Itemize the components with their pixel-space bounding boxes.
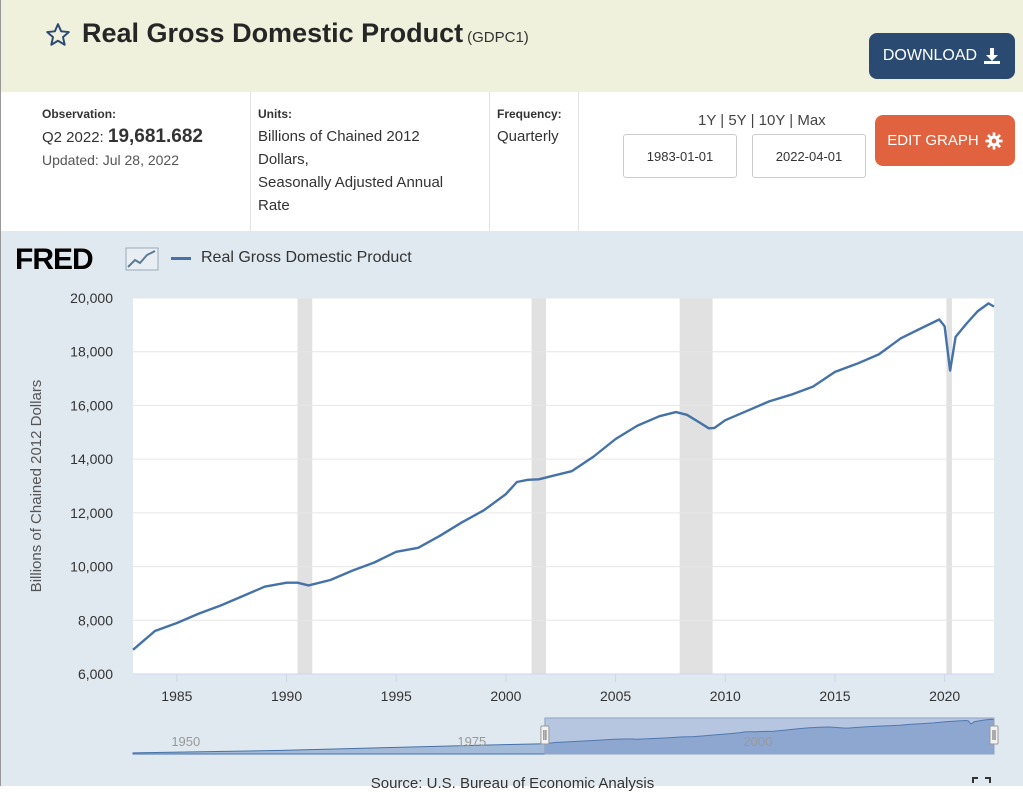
line-chart: 6,000 8,000 10,000 12,000 14,000 16,000 18,000…: [28, 290, 999, 783]
navigator-tick-label: 1975: [457, 734, 486, 749]
x-tick-label: 2015: [819, 688, 850, 704]
range-max-button[interactable]: Max: [797, 112, 826, 129]
download-button[interactable]: DOWNLOAD: [869, 33, 1015, 79]
observation-label: Observation:: [42, 107, 117, 121]
navigator-series: [132, 718, 995, 755]
y-tick-label: 18,000: [70, 344, 113, 360]
x-tick-label: 2010: [710, 688, 741, 704]
y-tick-label: 10,000: [70, 559, 113, 575]
navigator-handle[interactable]: [989, 725, 999, 745]
x-tick-label: 1995: [381, 688, 412, 704]
divider: [489, 92, 490, 231]
source-text: Source: U.S. Bureau of Economic Analysis: [370, 775, 655, 792]
units-line: Rate: [258, 197, 290, 214]
chart-area: FRED Real Gross Domestic Product 6,000 8,…: [1, 231, 1023, 792]
series-line: [132, 302, 995, 651]
recession-band: [531, 298, 547, 674]
divider: [578, 92, 579, 231]
units-label: Units:: [258, 107, 292, 121]
x-tick-label: 2005: [600, 688, 631, 704]
x-tick-label: 2000: [490, 688, 521, 704]
divider: [250, 92, 251, 231]
y-tick-label: 14,000: [70, 451, 113, 467]
series-title: Real Gross Domestic Product: [82, 18, 464, 48]
navigator-tick-label: 2000: [743, 734, 772, 749]
observation-period: Q2 2022:: [42, 129, 104, 146]
series-meta: Observation: Q2 2022: 19,681.682 Updated…: [1, 92, 1023, 231]
end-date-input[interactable]: 2022-04-01: [752, 134, 866, 178]
x-tick-label: 1985: [161, 688, 192, 704]
observation-value: 19,681.682: [107, 126, 203, 147]
range-selector: 1Y | 5Y | 10Y | Max: [698, 112, 826, 129]
updated-date: Updated: Jul 28, 2022: [42, 152, 179, 168]
fred-logo: FRED: [15, 243, 94, 277]
y-axis-label: Billions of Chained 2012 Dollars: [28, 380, 45, 593]
x-tick-label: 1990: [271, 688, 302, 704]
range-separator: |: [720, 112, 725, 129]
frequency-block: Frequency: Quarterly: [497, 107, 562, 148]
x-tick-label: 2020: [929, 688, 960, 704]
fred-chart-icon: [125, 247, 159, 271]
y-tick-label: 8,000: [78, 612, 113, 628]
legend-swatch: [171, 256, 191, 260]
navigator-selection[interactable]: [544, 717, 995, 755]
plot-background: [133, 298, 994, 674]
units-block: Units: Billions of Chained 2012 Dollars,…: [258, 107, 443, 217]
observation-block: Observation: Q2 2022: 19,681.682 Updated…: [42, 107, 203, 172]
star-icon[interactable]: [45, 22, 71, 48]
gear-icon: [985, 131, 1003, 150]
range-10y-button[interactable]: 10Y: [758, 112, 786, 129]
download-icon: [984, 48, 1001, 64]
range-5y-button[interactable]: 5Y: [728, 112, 747, 129]
edit-graph-button[interactable]: EDIT GRAPH: [875, 115, 1015, 166]
range-1y-button[interactable]: 1Y: [698, 112, 717, 129]
chart-legend: Real Gross Domestic Product: [171, 249, 412, 267]
y-tick-label: 6,000: [78, 666, 113, 682]
range-separator: |: [789, 112, 794, 129]
recession-band: [946, 298, 952, 674]
frequency-label: Frequency:: [497, 107, 562, 121]
recession-band: [679, 298, 713, 674]
frequency-value: Quarterly: [497, 128, 559, 145]
y-tick-label: 16,000: [70, 397, 113, 413]
page-title: Real Gross Domestic Product (GDPC1): [82, 18, 529, 49]
units-line: Seasonally Adjusted Annual: [258, 174, 444, 191]
y-tick-label: 12,000: [70, 505, 113, 521]
series-id: (GDPC1): [467, 29, 529, 46]
y-tick-label: 20,000: [70, 290, 113, 306]
edit-graph-label: EDIT GRAPH: [887, 132, 979, 149]
fred-logo-text: FRED: [15, 243, 94, 276]
range-separator: |: [750, 112, 755, 129]
units-line: Dollars,: [258, 151, 309, 168]
legend-label: Real Gross Domestic Product: [201, 249, 412, 266]
fullscreen-icon[interactable]: [972, 777, 991, 783]
units-line: Billions of Chained 2012: [258, 128, 420, 145]
download-label: DOWNLOAD: [882, 47, 978, 64]
navigator-tick-label: 1950: [171, 734, 200, 749]
start-date-input[interactable]: 1983-01-01: [623, 134, 737, 178]
page-header: Real Gross Domestic Product (GDPC1) DOWNL…: [1, 0, 1023, 92]
navigator-handle[interactable]: [540, 725, 550, 745]
recession-band: [297, 298, 313, 674]
